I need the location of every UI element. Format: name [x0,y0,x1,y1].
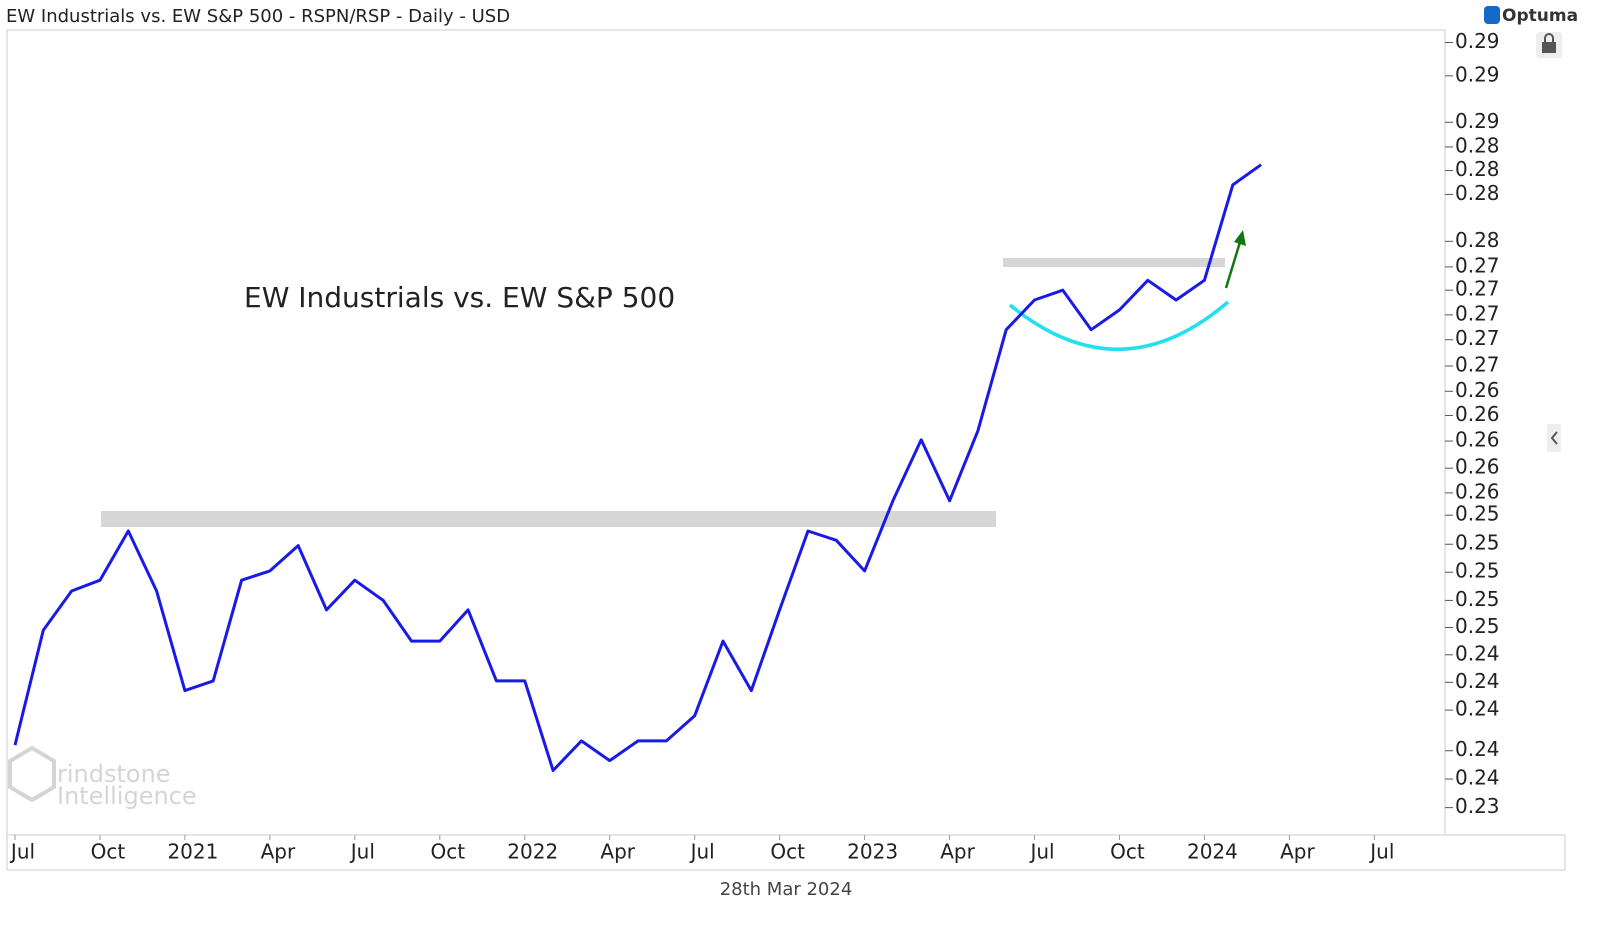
breakout-arrowhead [1234,230,1246,246]
x-axis-strip [6,834,1566,871]
y-tick-label: 0.23 [1455,794,1500,818]
x-tick-label: Jul [689,840,715,864]
y-tick-label: 0.27 [1455,301,1500,325]
price-line [13,163,1262,772]
y-tick-label: 0.24 [1455,737,1500,761]
x-tick-label: Apr [940,840,975,864]
y-tick-label: 0.26 [1455,455,1500,479]
y-tick-label: 0.25 [1455,559,1500,583]
x-tick-label: Oct [770,840,805,864]
y-tick-label: 0.28 [1455,181,1500,205]
y-tick-label: 0.25 [1455,587,1500,611]
y-tick-label: 0.27 [1455,353,1500,377]
x-tick-label: Apr [1280,840,1315,864]
lock-shackle [1544,33,1554,42]
y-tick-label: 0.24 [1455,766,1500,790]
x-tick-label: 2022 [507,840,558,864]
y-tick-label: 0.25 [1455,531,1500,555]
y-tick-label: 0.25 [1455,502,1500,526]
y-tick-label: 0.27 [1455,277,1500,301]
y-tick-label: 0.26 [1455,479,1500,503]
y-tick-label: 0.27 [1455,326,1500,350]
y-tick-label: 0.26 [1455,402,1500,426]
resistance-band [101,511,996,527]
y-tick-label: 0.28 [1455,133,1500,157]
brand: Optuma [1502,6,1578,26]
y-tick-label: 0.25 [1455,614,1500,638]
y-tick-label: 0.24 [1455,669,1500,693]
annotation: EW Industrials vs. EW S&P 500 [244,281,675,314]
collapse-button[interactable] [1547,424,1561,452]
lock-icon [1542,42,1556,53]
y-tick-label: 0.26 [1455,378,1500,402]
watermark: rindstone Intelligence [8,745,197,810]
y-tick-label: 0.27 [1455,253,1500,277]
plot-frame [6,29,1446,836]
y-tick-label: 0.29 [1455,29,1500,53]
footer-date: 28th Mar 2024 [720,879,853,900]
x-tick-label: Jul [1028,840,1054,864]
x-tick-label: Jul [1368,840,1394,864]
base-arc [1008,300,1230,351]
y-tick-label: 0.24 [1455,697,1500,721]
watermark-text: Intelligence [57,782,197,810]
brand-logo [1484,6,1500,24]
y-tick-label: 0.29 [1455,62,1500,86]
x-tick-label: 2024 [1187,840,1238,864]
resistance-band [1003,258,1225,267]
x-tick-label: Oct [1110,840,1145,864]
x-tick-label: Oct [431,840,466,864]
watermark-text: rindstone [57,760,171,788]
x-tick-label: Apr [600,840,635,864]
x-tick-label: Jul [349,840,375,864]
x-tick-label: Apr [261,840,296,864]
y-tick-label: 0.26 [1455,428,1500,452]
x-tick-label: 2021 [167,840,218,864]
y-tick-label: 0.28 [1455,228,1500,252]
breakout-arrow [1224,241,1242,289]
x-tick-label: Oct [91,840,126,864]
y-tick-label: 0.24 [1455,641,1500,665]
y-tick-label: 0.28 [1455,157,1500,181]
watermark-logo [8,745,56,803]
x-tick-label: Jul [9,840,35,864]
collapse-icon [1550,431,1558,445]
y-tick-label: 0.29 [1455,109,1500,133]
chart-title: EW Industrials vs. EW S&P 500 - RSPN/RSP… [6,6,510,27]
x-tick-label: 2023 [847,840,898,864]
